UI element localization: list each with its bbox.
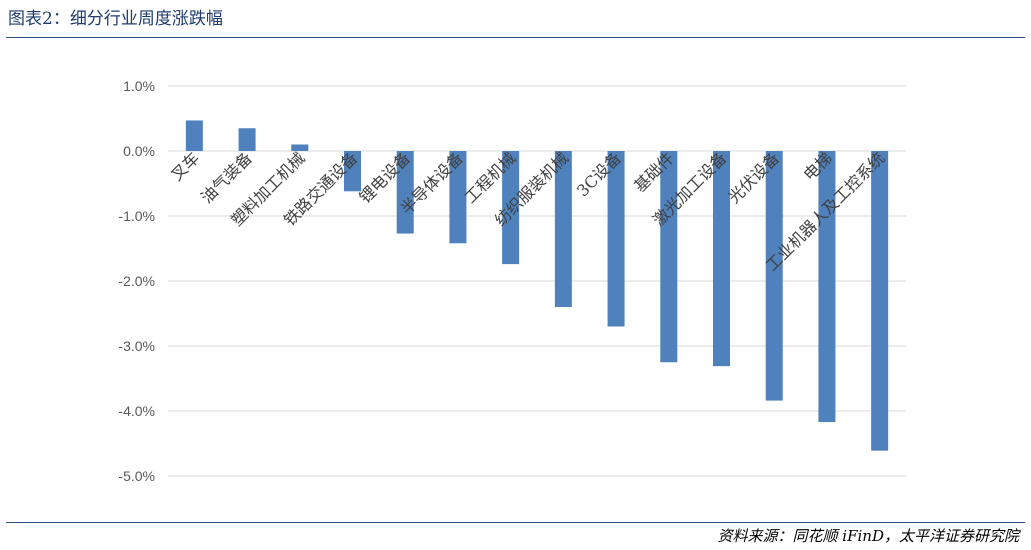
- bar: [291, 144, 309, 151]
- bar: [238, 128, 256, 151]
- top-divider: [6, 37, 1025, 38]
- bar: [713, 151, 730, 367]
- bottom-divider: [6, 522, 1025, 523]
- bar: [449, 151, 467, 244]
- bar: [818, 151, 836, 423]
- y-tick-label: -1.0%: [118, 208, 155, 224]
- bar: [765, 151, 783, 401]
- bar: [502, 151, 520, 265]
- bar: [660, 151, 678, 363]
- figure-title: 图表2：细分行业周度涨跌幅: [8, 9, 223, 29]
- y-tick-label: -5.0%: [118, 468, 155, 484]
- bar: [396, 151, 414, 234]
- y-tick-label: -3.0%: [118, 338, 155, 354]
- bar-chart: 1.0%0.0%-1.0%-2.0%-3.0%-4.0%-5.0%叉车油气装备塑…: [118, 78, 906, 484]
- bar: [871, 151, 889, 451]
- y-tick-label: -2.0%: [118, 273, 155, 289]
- y-tick-label: 1.0%: [123, 78, 155, 94]
- y-tick-label: 0.0%: [123, 143, 155, 159]
- bar: [185, 120, 203, 151]
- x-category-label: 叉车: [167, 148, 203, 184]
- bar: [554, 151, 572, 307]
- bar: [344, 151, 361, 192]
- source-note: 资料来源：同花顺 iFinD，太平洋证券研究院: [717, 527, 1019, 545]
- bar: [607, 151, 625, 327]
- y-tick-label: -4.0%: [118, 403, 155, 419]
